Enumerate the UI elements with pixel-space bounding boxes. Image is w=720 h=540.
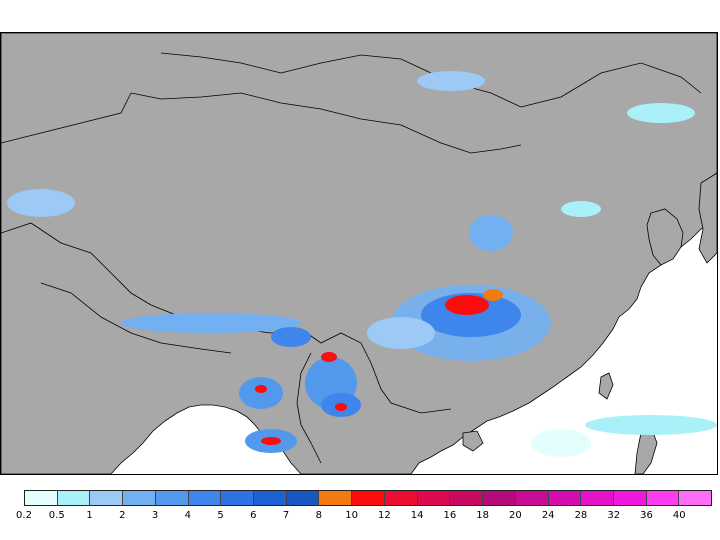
border-indochina: [296, 352, 322, 464]
legend-swatch: [515, 491, 549, 505]
legend-swatch: [57, 491, 91, 505]
precip-himalaya: [121, 313, 301, 333]
legend-swatch: [450, 491, 484, 505]
legend-swatch: [679, 491, 712, 505]
precip-kashmir: [7, 189, 75, 217]
land-mass: [1, 33, 717, 474]
precip-bay-heavy: [261, 437, 281, 445]
legend-swatch: [646, 491, 680, 505]
legend-label: 6: [250, 510, 257, 521]
precip-central-china-heavy-2: [483, 289, 503, 301]
border-kazakhstan: [1, 92, 132, 144]
legend-swatch: [417, 491, 451, 505]
legend-label: 7: [282, 510, 290, 521]
legend-label: 16: [443, 510, 457, 521]
legend-label: 0.2: [16, 510, 32, 521]
legend-swatch: [613, 491, 647, 505]
legend-label: 32: [607, 510, 621, 521]
legend-label: 8: [315, 510, 323, 521]
legend-swatch: [188, 491, 222, 505]
legend-color-bar: [24, 490, 712, 506]
border-mongolia-south: [130, 92, 522, 154]
legend-swatch: [155, 491, 189, 505]
korea-peninsula: [646, 208, 684, 266]
legend-label: 5: [217, 510, 224, 521]
legend-labels: 0.2 0.5 1 2 3 4 5 6 7 8 10 12 14 16 18 20 24 28 32 36 40: [16, 510, 712, 524]
precip-korea: [561, 201, 601, 217]
legend-label: 36: [640, 510, 653, 521]
legend-label: 3: [151, 510, 159, 521]
precip-tibet-east: [271, 327, 311, 347]
legend-label: 4: [184, 510, 191, 521]
legend-swatch: [90, 491, 124, 505]
legend-swatch: [483, 491, 516, 505]
legend-label: 28: [574, 510, 588, 521]
precip-bangladesh-heavy: [255, 385, 267, 393]
legend-swatch: [123, 491, 156, 505]
precip-mongolia: [417, 71, 485, 91]
precip-pacific: [585, 415, 717, 435]
legend-swatch: [581, 491, 614, 505]
legend-label: 1: [86, 510, 93, 521]
legend-label: 18: [476, 510, 490, 521]
legend-label: 14: [410, 510, 424, 521]
precip-myanmar-heavy: [335, 403, 347, 411]
precip-south-china-sea: [531, 429, 591, 457]
border-india: [40, 282, 232, 354]
hainan-island: [462, 430, 484, 452]
precipitation-map: [1, 33, 717, 474]
precipitation-areas: [7, 71, 717, 457]
japan-islands: [698, 172, 717, 264]
legend-label: 24: [541, 510, 555, 521]
legend-label: 0.5: [48, 510, 65, 521]
legend-swatch: [286, 491, 320, 505]
legend-label: 12: [378, 510, 391, 521]
legend-label: 10: [345, 510, 358, 521]
map-frame: [0, 32, 718, 475]
legend-swatch: [384, 491, 418, 505]
legend-label: 2: [119, 510, 126, 521]
precip-yunnan-heavy: [321, 352, 337, 362]
legend-swatch: [221, 491, 255, 505]
precip-northeast: [627, 103, 695, 123]
legend-label: 20: [509, 510, 522, 521]
legend-swatch: [548, 491, 582, 505]
precipitation-legend: 0.2 0.5 1 2 3 4 5 6 7 8 10 12 14 16 18 20 24 28 32 36 40: [16, 490, 712, 530]
border-northeast: [520, 62, 702, 108]
legend-label: 40: [672, 510, 686, 521]
legend-swatch: [25, 491, 58, 505]
legend-swatch: [254, 491, 287, 505]
taiwan-island: [598, 372, 614, 400]
legend-swatch: [319, 491, 353, 505]
precip-sichuan: [367, 317, 435, 349]
precip-central-china-heavy: [445, 295, 489, 315]
legend-swatch: [352, 491, 385, 505]
precip-north-china: [469, 215, 513, 251]
border-southwest: [300, 328, 452, 414]
